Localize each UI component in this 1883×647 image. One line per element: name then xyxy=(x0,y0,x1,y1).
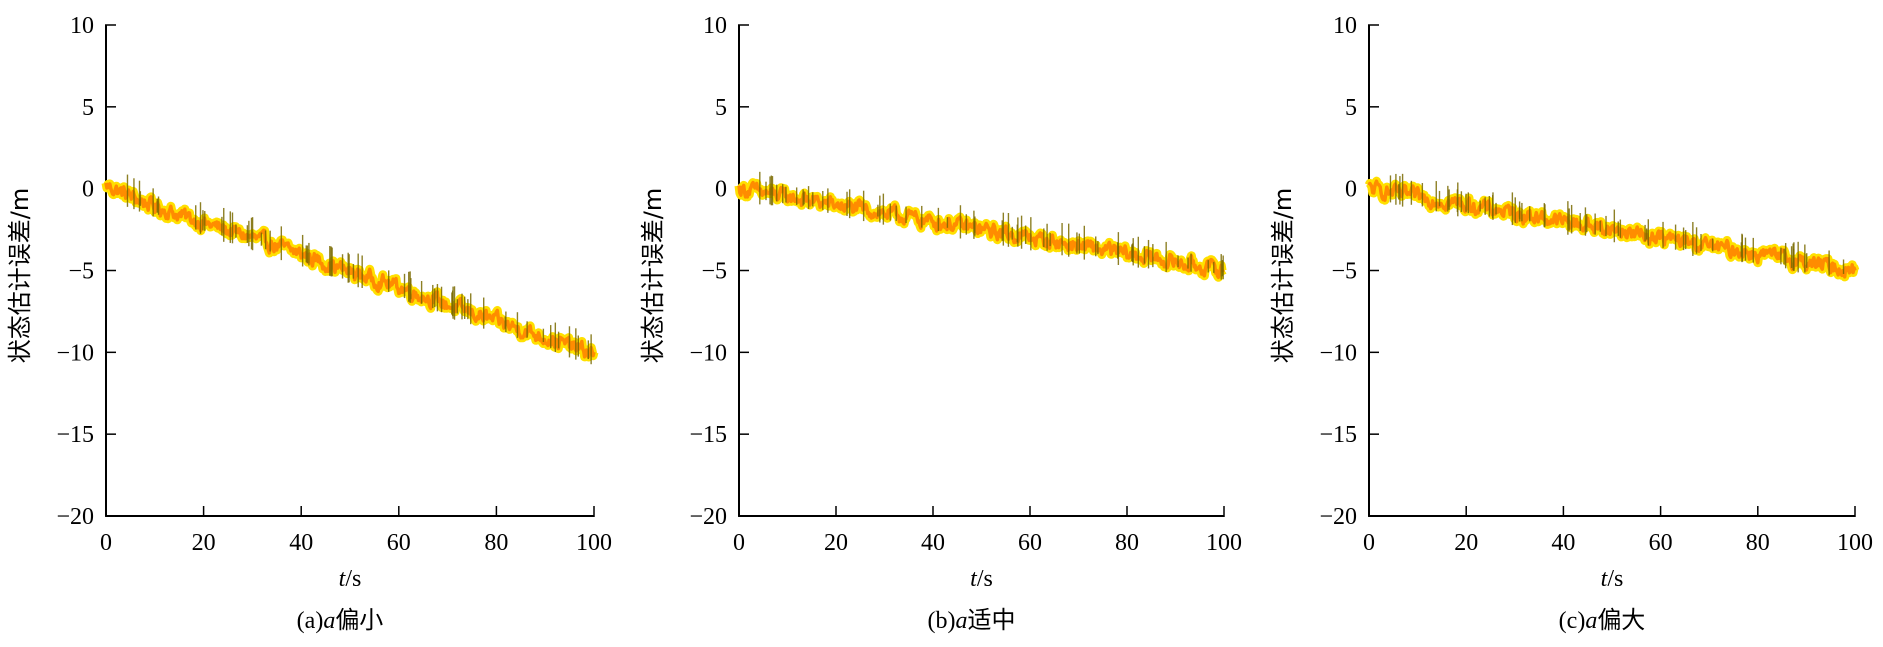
y-tick-label: −20 xyxy=(56,504,94,530)
panel-caption: (c)a偏大 xyxy=(1559,606,1646,634)
x-tick-label: 0 xyxy=(1363,530,1375,556)
y-tick-label: −10 xyxy=(689,340,727,366)
y-tick-label: 10 xyxy=(703,13,727,39)
y-tick-label: −5 xyxy=(1331,259,1357,285)
y-tick-label: −10 xyxy=(1319,340,1357,366)
x-tick-label: 20 xyxy=(824,530,848,556)
y-tick-label: 5 xyxy=(715,95,727,121)
x-tick-label: 60 xyxy=(1649,530,1673,556)
y-tick-label: 5 xyxy=(1345,95,1357,121)
y-tick-label: −5 xyxy=(68,259,94,285)
y-tick-label: −15 xyxy=(689,422,727,448)
x-tick-label: 100 xyxy=(1206,530,1242,556)
x-tick-label: 20 xyxy=(192,530,216,556)
y-axis-title: 状态估计误差/m xyxy=(6,188,34,363)
x-tick-label: 100 xyxy=(576,530,612,556)
x-tick-label: 80 xyxy=(1115,530,1139,556)
y-tick-label: 5 xyxy=(82,95,94,121)
panel-caption: (a)a偏小 xyxy=(297,606,384,634)
series-line xyxy=(104,182,596,359)
x-tick-label: 0 xyxy=(100,530,112,556)
y-tick-label: −10 xyxy=(56,340,94,366)
x-axis-title: t/s xyxy=(970,566,993,592)
y-tick-label: −15 xyxy=(56,422,94,448)
x-tick-label: 40 xyxy=(289,530,313,556)
y-tick-label: 10 xyxy=(70,13,94,39)
y-axis-title: 状态估计误差/m xyxy=(639,188,667,363)
y-tick-label: 0 xyxy=(82,177,94,203)
panel-caption: (b)a适中 xyxy=(928,606,1016,634)
x-tick-label: 80 xyxy=(484,530,508,556)
x-tick-label: 40 xyxy=(921,530,945,556)
y-tick-label: 0 xyxy=(1345,177,1357,203)
y-tick-label: −20 xyxy=(689,504,727,530)
x-tick-label: 0 xyxy=(733,530,745,556)
x-tick-label: 20 xyxy=(1454,530,1478,556)
x-axis-title: t/s xyxy=(1601,566,1624,592)
y-axis-title: 状态估计误差/m xyxy=(1269,188,1297,363)
x-tick-label: 40 xyxy=(1551,530,1575,556)
x-tick-label: 60 xyxy=(1018,530,1042,556)
x-axis-title: t/s xyxy=(339,566,362,592)
y-tick-label: 0 xyxy=(715,177,727,203)
x-tick-label: 60 xyxy=(387,530,411,556)
y-tick-label: −15 xyxy=(1319,422,1357,448)
x-tick-label: 80 xyxy=(1746,530,1770,556)
series-line xyxy=(1367,179,1857,279)
x-tick-label: 100 xyxy=(1837,530,1873,556)
series-line xyxy=(737,180,1225,280)
y-tick-label: −20 xyxy=(1319,504,1357,530)
y-tick-label: −5 xyxy=(701,259,727,285)
y-tick-label: 10 xyxy=(1333,13,1357,39)
